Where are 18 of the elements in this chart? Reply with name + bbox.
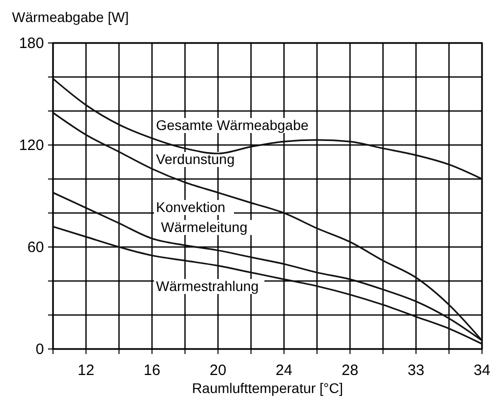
- x-axis-title: Raumlufttemperatur [°C]: [192, 380, 344, 396]
- annotation: Wärmestrahlung: [156, 278, 259, 294]
- y-tick-label: 180: [18, 35, 44, 52]
- annotation: Konvektion: [156, 199, 226, 215]
- x-tick-label: 16: [144, 362, 160, 379]
- x-tick-label: 24: [276, 362, 292, 379]
- x-tick-label: 28: [342, 362, 358, 379]
- x-tick-label: 20: [210, 362, 226, 379]
- y-tick-label: 0: [36, 341, 44, 358]
- y-axis-title: Wärmeabgabe [W]: [12, 9, 129, 25]
- annotation: Wärmeleitung: [161, 219, 248, 235]
- annotation: Verdunstung: [156, 151, 235, 167]
- y-tick-label: 120: [18, 137, 44, 154]
- x-tick-label: 12: [78, 362, 94, 379]
- annotation: Gesamte Wärmeabgabe: [156, 117, 309, 133]
- x-tick-label: 34: [474, 362, 490, 379]
- y-tick-label: 60: [27, 239, 44, 256]
- x-tick-label: 33: [408, 362, 424, 379]
